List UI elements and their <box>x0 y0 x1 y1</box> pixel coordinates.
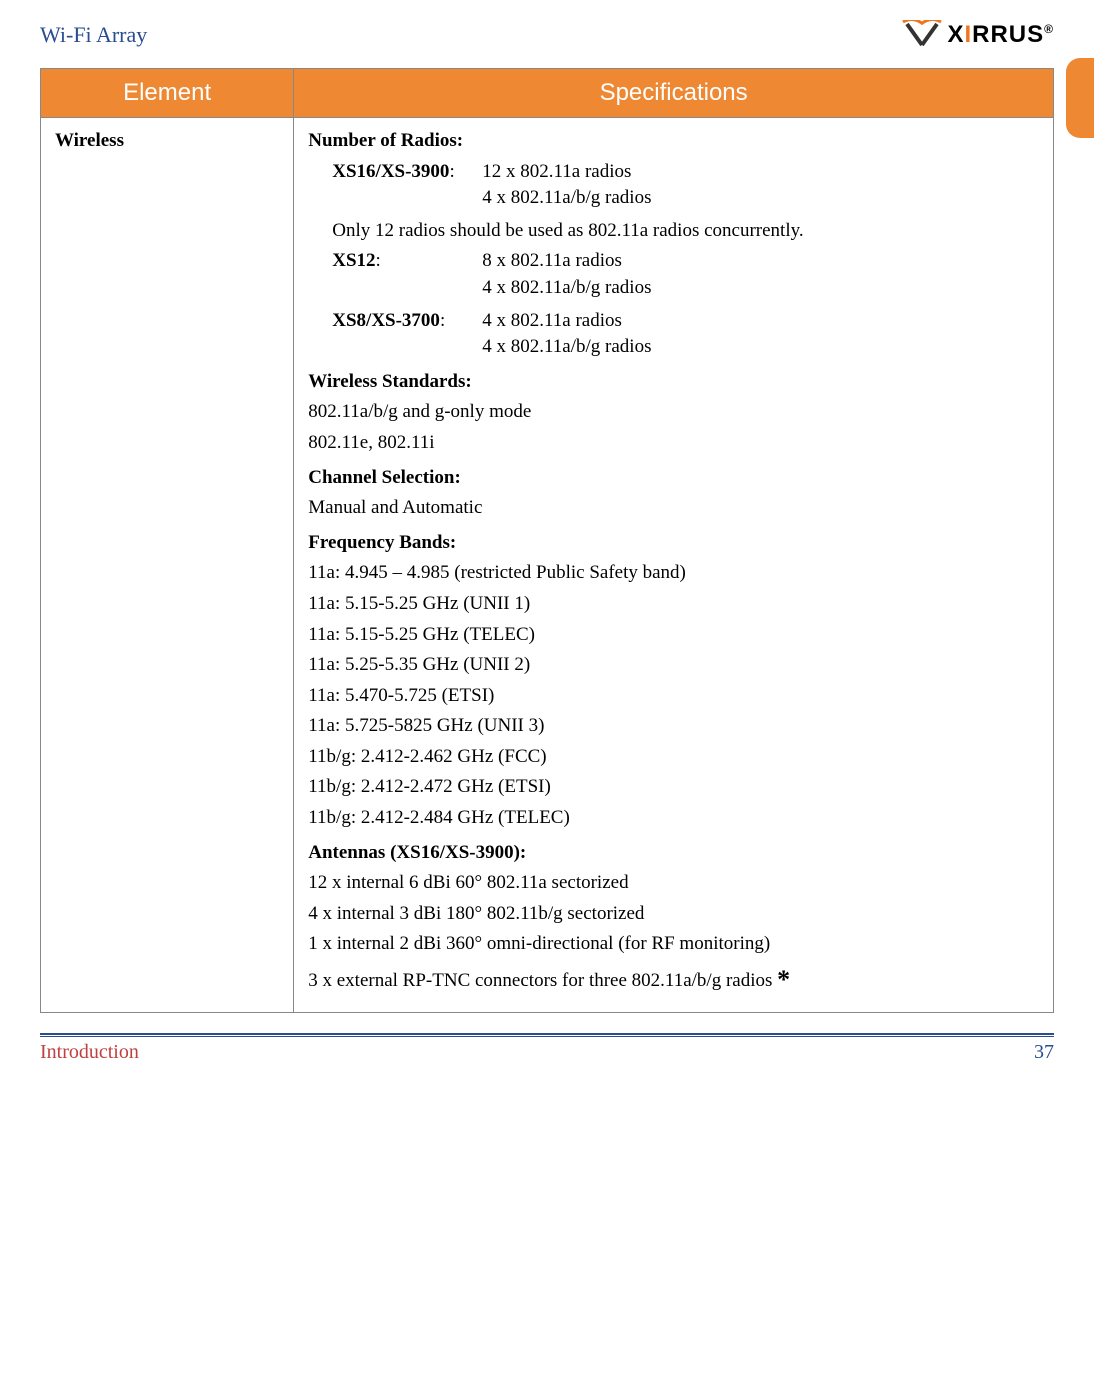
radio-line: 4 x 802.11a/b/g radios <box>482 185 1039 212</box>
brand-logo-text: XIRRUS® <box>947 21 1054 49</box>
brand-logo: XIRRUS® <box>899 20 1054 50</box>
table-header-row: Element Specifications <box>41 69 1054 118</box>
freq-line: 11a: 5.15-5.25 GHz (TELEC) <box>308 622 1039 649</box>
radio-values: 4 x 802.11a radios 4 x 802.11a/b/g radio… <box>482 308 1039 361</box>
footer-rule <box>40 1033 1054 1037</box>
footnote-star-icon: * <box>777 965 790 994</box>
page-header: Wi-Fi Array XIRRUS® <box>40 20 1054 50</box>
specifications-table: Element Specifications Wireless Number o… <box>40 68 1054 1013</box>
freq-line: 11a: 5.25-5.35 GHz (UNII 2) <box>308 652 1039 679</box>
radios-heading: Number of Radios: <box>308 128 1039 155</box>
radio-line: 4 x 802.11a/b/g radios <box>482 334 1039 361</box>
col-header-specs: Specifications <box>294 69 1054 118</box>
antennas-heading: Antennas (XS16/XS-3900): <box>308 840 1039 867</box>
antenna-footnote-text: 3 x external RP-TNC connectors for three… <box>308 970 777 991</box>
brand-rrus: RRUS <box>972 21 1044 48</box>
radio-block-3: XS8/XS-3700 4 x 802.11a radios 4 x 802.1… <box>308 308 1039 361</box>
footer-section-name: Introduction <box>40 1041 139 1064</box>
antenna-line: 1 x internal 2 dBi 360° omni-directional… <box>308 931 1039 958</box>
radio-line: 4 x 802.11a radios <box>482 308 1039 335</box>
freq-line: 11b/g: 2.412-2.462 GHz (FCC) <box>308 744 1039 771</box>
radios-note: Only 12 radios should be used as 802.11a… <box>308 218 1039 245</box>
freq-line: 11a: 5.725-5825 GHz (UNII 3) <box>308 713 1039 740</box>
footer-page-number: 37 <box>1034 1041 1054 1064</box>
page-content: Wi-Fi Array XIRRUS® Element Specificatio… <box>0 0 1094 1084</box>
radio-values: 12 x 802.11a radios 4 x 802.11a/b/g radi… <box>482 159 1039 212</box>
radio-line: 4 x 802.11a/b/g radios <box>482 275 1039 302</box>
table-row: Wireless Number of Radios: XS16/XS-3900 … <box>41 118 1054 1013</box>
freq-heading: Frequency Bands: <box>308 530 1039 557</box>
brand-logo-icon <box>899 20 945 50</box>
header-title: Wi-Fi Array <box>40 22 147 48</box>
radio-line: 12 x 802.11a radios <box>482 159 1039 186</box>
freq-line: 11a: 5.15-5.25 GHz (UNII 1) <box>308 591 1039 618</box>
channel-line: Manual and Automatic <box>308 495 1039 522</box>
specs-cell: Number of Radios: XS16/XS-3900 12 x 802.… <box>294 118 1054 1013</box>
freq-line: 11a: 4.945 – 4.985 (restricted Public Sa… <box>308 560 1039 587</box>
radio-block-2: XS12 8 x 802.11a radios 4 x 802.11a/b/g … <box>308 248 1039 301</box>
radio-line: 8 x 802.11a radios <box>482 248 1039 275</box>
radio-label: XS8/XS-3700 <box>332 308 482 335</box>
freq-line: 11a: 5.470-5.725 (ETSI) <box>308 683 1039 710</box>
radio-block-1: XS16/XS-3900 12 x 802.11a radios 4 x 802… <box>308 159 1039 212</box>
radio-label: XS16/XS-3900 <box>332 159 482 186</box>
antenna-line: 12 x internal 6 dBi 60° 802.11a sectoriz… <box>308 870 1039 897</box>
element-cell: Wireless <box>41 118 294 1013</box>
brand-i: I <box>964 21 972 48</box>
antenna-footnote-line: 3 x external RP-TNC connectors for three… <box>308 962 1039 998</box>
col-header-element: Element <box>41 69 294 118</box>
radio-values: 8 x 802.11a radios 4 x 802.11a/b/g radio… <box>482 248 1039 301</box>
antenna-line: 4 x internal 3 dBi 180° 802.11b/g sector… <box>308 901 1039 928</box>
radio-label: XS12 <box>332 248 482 275</box>
standards-line: 802.11e, 802.11i <box>308 430 1039 457</box>
page-footer: Introduction 37 <box>40 1037 1054 1064</box>
standards-heading: Wireless Standards: <box>308 369 1039 396</box>
freq-line: 11b/g: 2.412-2.484 GHz (TELEC) <box>308 805 1039 832</box>
standards-line: 802.11a/b/g and g-only mode <box>308 399 1039 426</box>
channel-heading: Channel Selection: <box>308 465 1039 492</box>
brand-x: X <box>947 21 964 48</box>
freq-line: 11b/g: 2.412-2.472 GHz (ETSI) <box>308 774 1039 801</box>
